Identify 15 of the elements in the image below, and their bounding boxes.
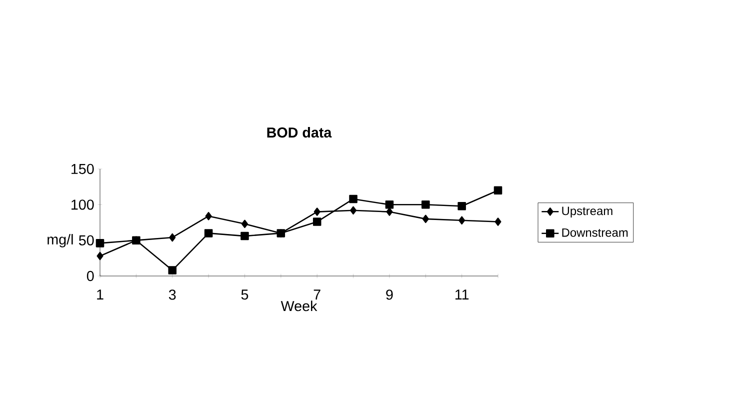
x-tick-label: 9 [386, 290, 393, 300]
x-tick-label: 1 [97, 290, 104, 300]
x-tick-label: 11 [455, 290, 469, 300]
legend-label: Downstream [562, 228, 628, 237]
x-axis-title: Week [280, 300, 318, 312]
y-tick-label: 50 [78, 235, 94, 246]
x-tick-label: 7 [314, 290, 320, 300]
y-axis-title: mg/l [48, 234, 73, 248]
y-tick-label: 0 [86, 270, 94, 282]
legend-label: Upstream [562, 206, 612, 218]
x-tick-label: 5 [241, 290, 248, 300]
x-tick-label: 3 [168, 290, 176, 300]
y-tick-label: 100 [72, 200, 94, 210]
y-tick-label: 150 [72, 164, 94, 174]
chart-title: BOD data [267, 127, 332, 138]
